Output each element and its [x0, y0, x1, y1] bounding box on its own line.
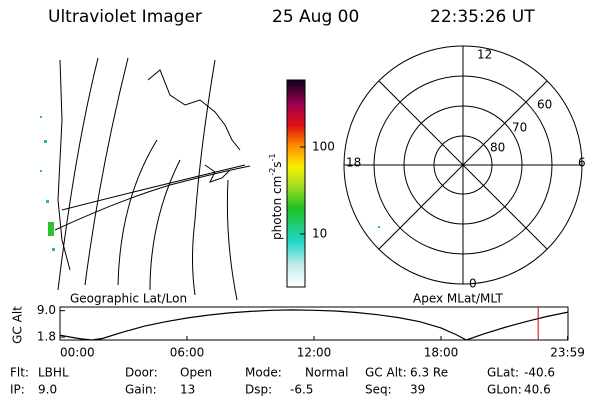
- time: 22:35:26 UT: [430, 7, 535, 27]
- field-value: 6.3 Re: [410, 366, 448, 380]
- colorbar-tick-label: 10: [312, 226, 327, 240]
- map-label: Geographic Lat/Lon: [70, 292, 187, 306]
- field-value: 39: [410, 383, 425, 397]
- field-label: GC Alt:: [365, 366, 407, 380]
- y-axis-label: GC Alt: [11, 306, 25, 344]
- x-tick-label: 18:00: [424, 346, 459, 360]
- colorbar-label: photon cm-2s-1: [268, 153, 284, 240]
- field-value: 13: [180, 383, 195, 397]
- field-label: IP:: [10, 383, 25, 397]
- colorbar-tick-label: 100: [312, 139, 335, 153]
- field-label: GLat:: [487, 366, 519, 380]
- altitude-line: [59, 309, 569, 341]
- x-tick-label: 12:00: [297, 346, 332, 360]
- x-tick-label: 23:59: [550, 346, 585, 360]
- lat-label: 60: [537, 98, 552, 112]
- y-tick-label: 9.0: [37, 303, 56, 317]
- mlt-label: 18: [346, 156, 361, 170]
- field-value: Normal: [305, 366, 348, 380]
- y-tick-label: 1.8: [37, 330, 56, 344]
- lat-label: 70: [512, 121, 527, 135]
- field-label: Door:: [125, 366, 158, 380]
- field-value: -6.5: [290, 383, 313, 397]
- footer: Flt: LBHL Door: Open Mode: Normal GC Alt: 6.3 R…: [10, 366, 555, 397]
- polar-grid: [343, 45, 583, 285]
- altitude-frame: [59, 306, 569, 341]
- field-label: GLon:: [487, 383, 522, 397]
- date: 25 Aug 00: [272, 7, 359, 27]
- colorbar: [286, 79, 306, 288]
- field-label: Gain:: [125, 383, 157, 397]
- field-label: Seq:: [365, 383, 392, 397]
- field-value: Open: [180, 366, 212, 380]
- title: Ultraviolet Imager: [48, 7, 202, 27]
- field-label: Mode:: [245, 366, 282, 380]
- geographic-map: [54, 57, 251, 301]
- x-tick-label: 06:00: [170, 346, 205, 360]
- mlt-label: 6: [578, 156, 586, 170]
- field-label: Flt:: [10, 366, 29, 380]
- map-label: Apex MLat/MLT: [413, 292, 503, 306]
- aurora-dots: [40, 116, 380, 251]
- mlt-label: 12: [477, 48, 492, 62]
- field-value: 9.0: [38, 383, 57, 397]
- field-label: Dsp:: [245, 383, 272, 397]
- field-value: -40.6: [524, 366, 555, 380]
- field-value: 40.6: [524, 383, 551, 397]
- mlt-label: 0: [469, 277, 477, 291]
- field-value: LBHL: [38, 366, 69, 380]
- lat-label: 80: [490, 141, 505, 155]
- x-tick-label: 00:00: [60, 346, 95, 360]
